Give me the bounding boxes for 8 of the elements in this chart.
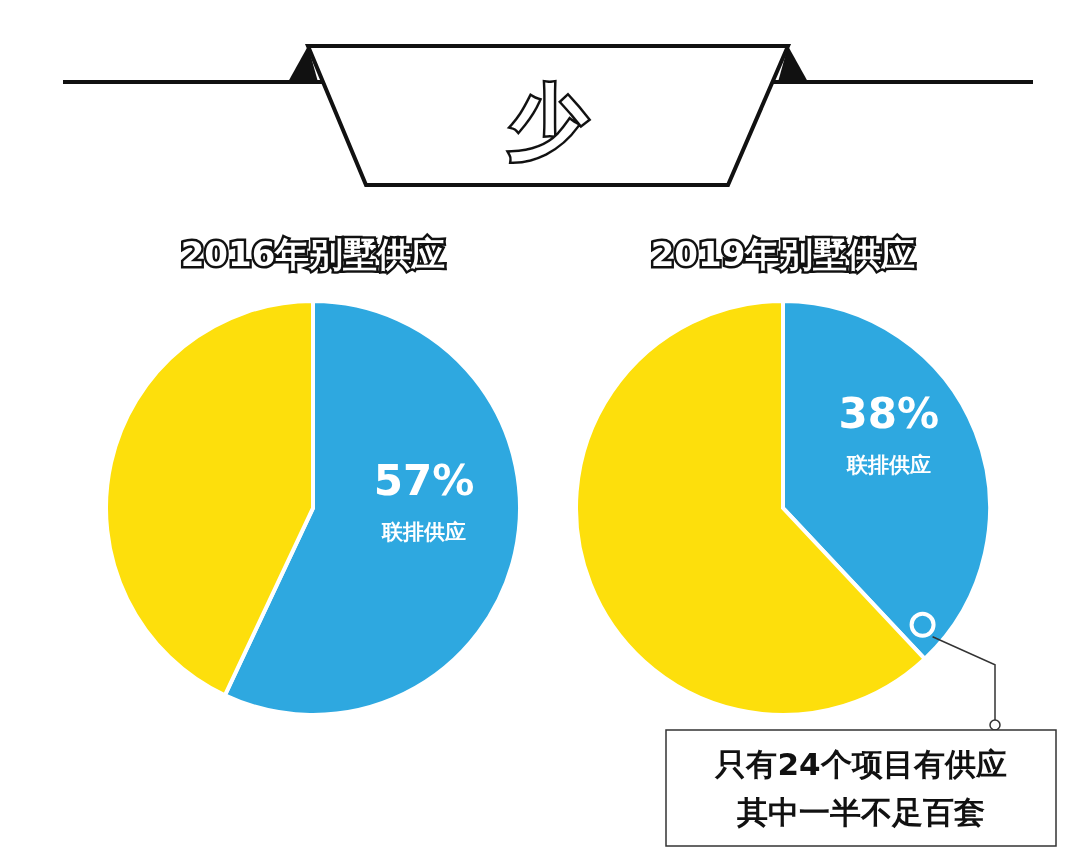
data-label: 38%: [838, 389, 940, 439]
data-label: 57%: [373, 455, 475, 505]
text: 其中一半不足百套: [736, 794, 985, 830]
slice-label: 联排供应: [845, 453, 931, 478]
chart-title: 2019年别墅供应: [650, 234, 916, 274]
slice-label: 联排供应: [381, 519, 467, 544]
chart-title: 2016年别墅供应: [180, 234, 446, 274]
text: 只有24个项目有供应: [714, 746, 1007, 782]
